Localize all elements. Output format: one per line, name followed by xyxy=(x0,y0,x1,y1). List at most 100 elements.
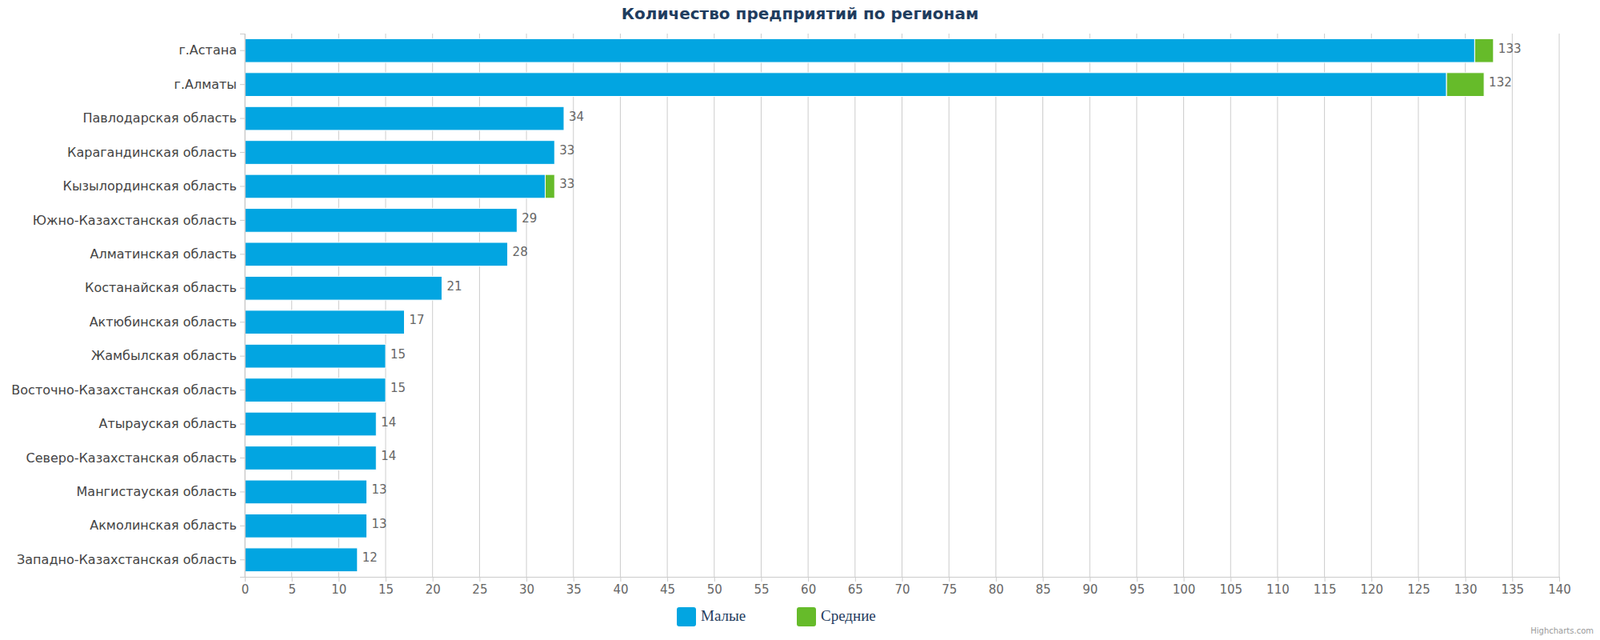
tick-mark xyxy=(1136,576,1138,582)
tick-label: 115 xyxy=(1313,582,1337,597)
legend-swatch xyxy=(796,607,816,627)
bar xyxy=(244,242,508,267)
total-label: 28 xyxy=(512,244,528,260)
tick-label: Актюбинская область xyxy=(89,314,237,330)
tick-label: 110 xyxy=(1266,582,1290,597)
tick-label: 35 xyxy=(566,582,582,597)
tick-label: Карагандинская область xyxy=(67,144,237,160)
bar xyxy=(385,344,387,368)
tick-mark xyxy=(1371,576,1372,582)
tick: 115 xyxy=(1313,576,1337,597)
total-labels: 1331323433332928211715151414131312 xyxy=(362,41,1522,566)
tick-mark xyxy=(240,491,245,492)
tick: 80 xyxy=(988,576,1004,597)
grid-line xyxy=(1324,33,1325,577)
tick-label: Южно-Казахстанская область xyxy=(32,212,237,228)
tick: 65 xyxy=(848,576,864,597)
tick-mark xyxy=(996,576,997,582)
tick-label: 120 xyxy=(1360,582,1384,597)
total-label: 13 xyxy=(372,482,388,497)
tick-mark xyxy=(240,525,245,527)
total-label: 34 xyxy=(568,109,584,124)
tick-mark xyxy=(240,424,245,425)
chart: Количество предприятий по регионам 133 13 2… xyxy=(0,0,1600,640)
legend: МалыеСредние xyxy=(676,607,876,627)
tick-label: 140 xyxy=(1548,582,1572,597)
bar xyxy=(1474,38,1493,63)
tick: 75 xyxy=(941,576,957,597)
total-label: 12 xyxy=(362,550,378,565)
grid-line xyxy=(1276,33,1278,577)
tick-label: г.Астана xyxy=(178,42,237,58)
tick-mark xyxy=(1512,576,1513,582)
tick: 120 xyxy=(1360,576,1384,597)
bar xyxy=(366,480,368,504)
tick-mark xyxy=(240,253,245,255)
bar xyxy=(376,412,377,436)
tick-mark xyxy=(526,576,528,582)
tick: 15 xyxy=(378,576,394,597)
total-label: 133 xyxy=(1498,41,1522,56)
total-label: 13 xyxy=(372,516,388,532)
grid-line xyxy=(948,33,950,577)
total-label: 33 xyxy=(559,143,575,158)
tick-mark xyxy=(240,220,245,221)
grid-line xyxy=(1230,33,1232,577)
grid-line xyxy=(1136,33,1137,577)
tick-mark xyxy=(1418,576,1420,582)
tick: Актюбинская область xyxy=(89,314,245,330)
tick-mark xyxy=(902,576,904,582)
bar xyxy=(244,513,368,538)
tick-label: Кызылординская область xyxy=(63,178,237,194)
total-label: 33 xyxy=(559,176,575,192)
tick: Костанайская область xyxy=(84,280,245,296)
total-label: 29 xyxy=(521,211,537,226)
bar xyxy=(554,140,556,165)
credits: Highcharts.com xyxy=(1530,626,1594,636)
tick-label: 130 xyxy=(1454,582,1478,597)
bar xyxy=(244,310,405,335)
tick: 100 xyxy=(1172,576,1196,597)
grid-line xyxy=(1042,33,1044,577)
tick-mark xyxy=(1089,576,1091,582)
tick-label: 50 xyxy=(707,582,723,597)
bar xyxy=(244,548,358,572)
tick-label: 30 xyxy=(519,582,535,597)
bar xyxy=(244,412,376,436)
tick: Южно-Казахстанская область xyxy=(32,212,245,228)
tick-mark xyxy=(240,50,245,52)
total-label: 14 xyxy=(380,448,396,464)
tick: Кызылординская область xyxy=(63,178,245,194)
tick: 25 xyxy=(472,576,488,597)
x-axis: 0510152025303540455055606570758085909510… xyxy=(241,576,1572,597)
title: Количество предприятий по регионам xyxy=(621,4,980,24)
tick: 125 xyxy=(1407,576,1431,597)
grid-line xyxy=(760,33,762,577)
tick: 35 xyxy=(566,576,582,597)
legend-swatch xyxy=(676,607,696,627)
tick-mark xyxy=(1324,576,1326,582)
tick: 60 xyxy=(800,576,816,597)
tick-label: 65 xyxy=(848,582,864,597)
tick: Акмолинская область xyxy=(89,517,245,533)
legend-label: Малые xyxy=(700,607,746,624)
tick-mark xyxy=(240,152,245,153)
bar xyxy=(244,480,368,504)
tick-label: 25 xyxy=(472,582,488,597)
tick-label: Костанайская область xyxy=(84,280,237,296)
tick: 30 xyxy=(519,576,535,597)
tick: 95 xyxy=(1129,576,1145,597)
tick-label: Западно-Казахстанская область xyxy=(16,552,237,568)
total-label: 15 xyxy=(390,347,406,362)
tick-label: 75 xyxy=(941,582,957,597)
bar xyxy=(1446,72,1484,97)
tick-label: 100 xyxy=(1172,582,1196,597)
tick: 105 xyxy=(1219,576,1243,597)
tick-mark xyxy=(760,576,762,582)
tick: 85 xyxy=(1035,576,1051,597)
tick-label: Северо-Казахстанская область xyxy=(25,450,237,466)
tick: 0 xyxy=(241,576,250,597)
tick-label: Алматинская область xyxy=(90,246,237,262)
tick-mark xyxy=(948,576,950,582)
grid-line xyxy=(667,33,668,577)
